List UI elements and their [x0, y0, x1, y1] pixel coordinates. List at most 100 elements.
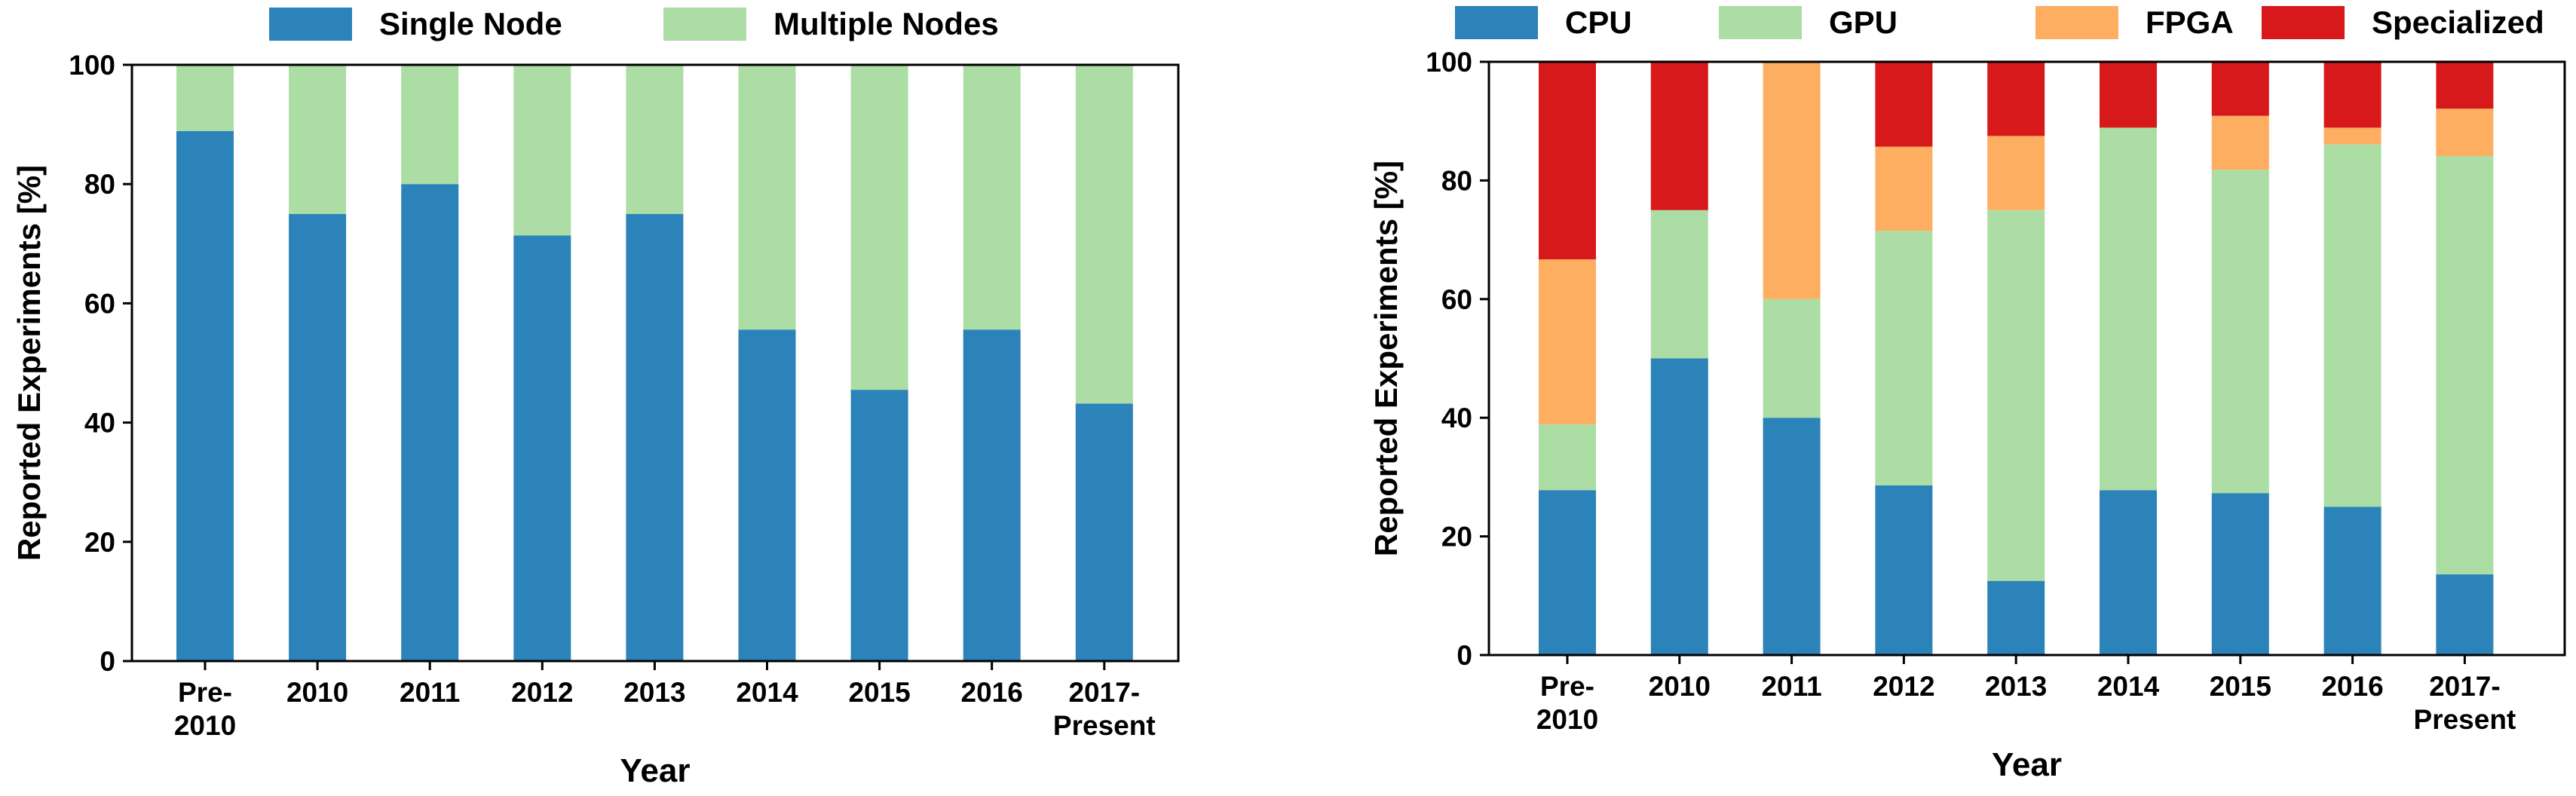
x-tick-label: 2017-Present [1053, 677, 1156, 741]
x-tick-label: 2011 [400, 677, 460, 708]
bar-specialized-5 [2100, 62, 2157, 128]
bar-multiple-nodes-8 [1075, 65, 1133, 404]
x-tick-label: 2017-Present [2414, 671, 2516, 735]
legend-swatch-specialized [2262, 6, 2345, 39]
legend-label: Multiple Nodes [773, 6, 999, 41]
bar-gpu-1 [1650, 210, 1708, 359]
x-tick-label: 2016 [2321, 671, 2383, 702]
legend-label: GPU [1829, 5, 1898, 40]
bar-cpu-2 [1763, 418, 1821, 655]
bar-specialized-4 [1987, 62, 2045, 136]
x-tick-label: 2013 [1985, 671, 2047, 702]
bar-single-node-4 [626, 213, 684, 661]
y-tick-label: 80 [84, 169, 115, 200]
legend-swatch-multiple-nodes [663, 8, 746, 41]
bar-gpu-5 [2100, 127, 2157, 491]
bar-gpu-3 [1875, 231, 1933, 485]
y-tick-label: 80 [1441, 165, 1472, 196]
legend-swatch-cpu [1455, 6, 1538, 39]
y-tick-label: 40 [84, 408, 115, 439]
legend-label: Single Node [379, 6, 562, 41]
bar-multiple-nodes-2 [401, 65, 459, 185]
chart-1: 0 20 40 60 80 100 Pre-2010 2010 2011 2012 2013 2014… [11, 6, 1180, 789]
plot-frame [1487, 60, 2566, 657]
x-tick-label: 2014 [736, 677, 798, 708]
bar-gpu-4 [1987, 210, 2045, 581]
bar-gpu-2 [1763, 298, 1821, 418]
bar-specialized-8 [2436, 62, 2494, 109]
bar-single-node-1 [289, 213, 347, 661]
bar-single-node-0 [176, 130, 234, 661]
x-tick-label: 2010 [1649, 671, 1711, 702]
y-tick-label: 20 [84, 527, 115, 558]
bar-single-node-5 [738, 329, 796, 661]
chart-2: 0 20 40 60 80 100 Pre-2010 2010 2011 2012 2013 2014… [1368, 5, 2566, 783]
bar-cpu-6 [2211, 493, 2269, 655]
x-tick-label: 2016 [961, 677, 1023, 708]
x-tick-label: 2015 [848, 677, 910, 708]
bar-specialized-1 [1650, 62, 1708, 210]
legend-swatch-gpu [1719, 6, 1802, 39]
legend-label: Specialized [2372, 5, 2544, 40]
y-tick-label: 0 [100, 646, 115, 677]
bar-single-node-2 [401, 184, 459, 661]
bar-fpga-0 [1539, 259, 1596, 424]
legend-swatch-fpga [2035, 6, 2118, 39]
bar-fpga-2 [1763, 62, 1821, 299]
bar-specialized-3 [1875, 62, 1933, 147]
y-tick-label: 60 [1441, 284, 1472, 315]
bar-single-node-7 [963, 329, 1021, 661]
x-tick-label: 2011 [1761, 671, 1821, 702]
bar-gpu-8 [2436, 156, 2494, 574]
legend-swatch-single-node [269, 8, 352, 41]
x-axis-label: Year [1992, 746, 2062, 783]
legend-label: CPU [1565, 5, 1632, 40]
bar-specialized-7 [2323, 62, 2381, 128]
y-tick-label: 20 [1441, 522, 1472, 553]
bar-fpga-3 [1875, 146, 1933, 231]
bar-gpu-0 [1539, 424, 1596, 491]
bar-cpu-3 [1875, 485, 1933, 655]
bar-multiple-nodes-7 [963, 65, 1021, 330]
bar-multiple-nodes-6 [850, 65, 908, 390]
bar-cpu-1 [1650, 358, 1708, 655]
bar-single-node-3 [513, 235, 571, 661]
bar-cpu-4 [1987, 580, 2045, 655]
y-tick-label: 60 [84, 288, 115, 319]
bar-cpu-8 [2436, 574, 2494, 655]
y-tick-label: 100 [69, 50, 115, 81]
bar-cpu-0 [1539, 490, 1596, 655]
x-tick-label: 2012 [511, 677, 573, 708]
bar-multiple-nodes-1 [289, 65, 347, 214]
bar-fpga-8 [2436, 109, 2494, 157]
bar-cpu-5 [2100, 490, 2157, 655]
bar-specialized-0 [1539, 62, 1596, 260]
bar-multiple-nodes-3 [513, 65, 571, 236]
x-tick-label: 2015 [2210, 671, 2271, 702]
x-tick-label: 2010 [286, 677, 348, 708]
y-axis-label: Reported Experiments [%] [11, 165, 47, 561]
bar-gpu-7 [2323, 144, 2381, 507]
x-tick-label: 2014 [2097, 671, 2160, 702]
bar-fpga-6 [2211, 115, 2269, 170]
bar-cpu-7 [2323, 507, 2381, 655]
x-tick-label: Pre-2010 [1536, 671, 1598, 735]
bar-single-node-8 [1075, 403, 1133, 661]
y-axis-label: Reported Experiments [%] [1368, 161, 1404, 556]
y-tick-label: 100 [1426, 47, 1472, 78]
y-tick-label: 40 [1441, 403, 1472, 433]
bar-multiple-nodes-0 [176, 65, 234, 131]
legend-label: FPGA [2146, 5, 2234, 40]
bar-fpga-4 [1987, 136, 2045, 210]
x-axis-label: Year [620, 752, 691, 789]
x-tick-label: 2012 [1873, 671, 1934, 702]
bar-single-node-6 [850, 390, 908, 661]
bar-fpga-7 [2323, 127, 2381, 145]
x-tick-label: Pre-2010 [174, 677, 236, 741]
bar-multiple-nodes-4 [626, 65, 684, 214]
bar-gpu-6 [2211, 170, 2269, 494]
y-tick-label: 0 [1456, 640, 1472, 671]
bar-specialized-6 [2211, 62, 2269, 116]
x-tick-label: 2013 [623, 677, 685, 708]
